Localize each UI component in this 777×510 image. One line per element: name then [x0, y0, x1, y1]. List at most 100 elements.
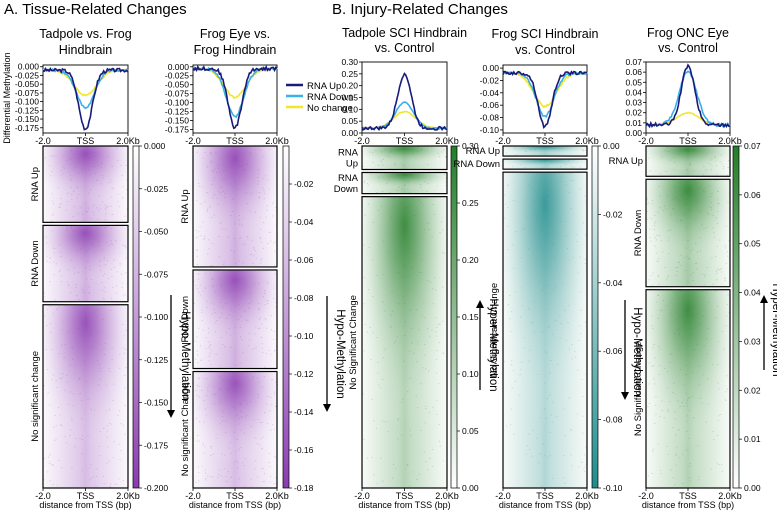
y-tick-label: 0.20 — [341, 81, 358, 91]
panel-title-line: Tadpole SCI Hindbrain — [342, 26, 467, 40]
section-b-title: B. Injury-Related Changes — [332, 1, 508, 18]
direction-arrow-head — [621, 392, 629, 400]
x-tick-label: TSS — [536, 491, 554, 501]
heatmap-texture — [503, 172, 587, 487]
colorbar-tick-label: 0.02 — [744, 385, 761, 395]
legend-label-rna-down: RNA Down — [307, 92, 353, 103]
heatmap-block-frame — [192, 145, 278, 268]
heatmap-texture — [193, 269, 278, 369]
x-tick-label: 2.0Kb — [575, 136, 599, 146]
panel-title-line: Frog SCI Hindbrain — [492, 27, 599, 41]
series-line-rna-down — [361, 101, 448, 130]
y-tick-label: 0.00 — [341, 128, 358, 138]
panel-title-line: Frog ONC Eye — [647, 26, 729, 40]
y-tick-label: -0.050 — [15, 79, 39, 89]
colorbar-tick-label: 0.30 — [462, 141, 479, 151]
y-tick-label: 0.01 — [625, 118, 642, 128]
series-line-no-change — [192, 67, 278, 99]
heatmap-block-frame — [502, 158, 588, 170]
heatmap-group-label: RNA Down — [454, 159, 500, 170]
y-tick-label: 0.07 — [625, 57, 642, 67]
y-tick-label: 0.25 — [341, 69, 358, 79]
x-tick-label: -2.0 — [35, 491, 51, 501]
colorbar — [132, 145, 140, 489]
colorbar-tick-label: -0.06 — [603, 346, 623, 356]
y-tick-label: -0.050 — [165, 80, 189, 90]
series-line-rna-down — [42, 67, 129, 110]
colorbar-tick-label: 0.000 — [144, 141, 166, 151]
series-line-rna-down — [502, 70, 588, 119]
y-tick-label: -0.06 — [480, 100, 500, 110]
x-axis-label: distance from TSS (bp) — [499, 500, 591, 510]
colorbar-tick-label: -0.025 — [144, 184, 168, 194]
heatmap-group-label: RNA Down — [180, 296, 191, 342]
colorbar — [591, 145, 599, 489]
heatmap-signal-peak — [362, 172, 447, 194]
series-line-no-change — [361, 110, 448, 130]
heatmap-texture — [363, 173, 448, 194]
colorbar-tick-label: -0.075 — [144, 269, 168, 279]
heatmap-signal-peak — [193, 269, 277, 369]
y-tick-label: -0.125 — [165, 107, 189, 117]
heatmap-signal-peak — [43, 146, 128, 223]
heatmap-group-label: RNA — [338, 173, 359, 184]
x-tick-label: -2.0 — [638, 136, 654, 146]
colorbar-tick-label: -0.050 — [144, 227, 168, 237]
heatmap-texture — [646, 179, 731, 287]
colorbar-tick-label: -0.175 — [144, 440, 168, 450]
heatmap-group-label: RNA Down — [30, 240, 41, 286]
y-tick-label: 0.03 — [625, 98, 642, 108]
y-tick-label: 0.05 — [625, 77, 642, 87]
heatmap-signal-peak — [646, 146, 730, 177]
heatmap-signal-peak — [193, 146, 277, 267]
direction-arrow-label: Hypo-Methylation — [179, 311, 191, 400]
heatmap-group-label: No Significant Change — [633, 342, 644, 437]
x-tick-label: TSS — [226, 136, 244, 146]
heatmap-signal-peak — [646, 179, 730, 287]
colorbar-tick-label: -0.100 — [144, 312, 168, 322]
colorbar-tick-label: 0.05 — [744, 239, 761, 249]
x-tick-label: 2.0Kb — [265, 136, 289, 146]
x-tick-label: TSS — [77, 491, 95, 501]
direction-arrow-head — [476, 300, 484, 308]
x-axis-label: distance from TSS (bp) — [189, 500, 281, 510]
profile-plot-frame — [645, 61, 731, 134]
colorbar-tick-label: -0.08 — [294, 293, 314, 303]
heatmap-texture — [43, 304, 129, 488]
x-tick-label: 2.0Kb — [575, 491, 599, 501]
heatmap-block-frame — [645, 145, 731, 177]
y-tick-label: -0.100 — [15, 97, 39, 107]
series-line-no-change — [502, 71, 588, 109]
colorbar-tick-label: -0.04 — [603, 278, 623, 288]
panel-1: Tadpole vs. FrogHindbrain0.000-0.025-0.0… — [15, 27, 191, 510]
heatmap-signal-peak — [362, 196, 447, 488]
colorbar-tick-label: 0.04 — [744, 288, 761, 298]
heatmap-group-label: No significant Change — [180, 383, 191, 476]
colorbar-tick-label: 0.06 — [744, 190, 761, 200]
direction-arrow-label: Hypo-Methylation — [631, 307, 643, 396]
y-tick-label: -0.125 — [15, 105, 39, 115]
y-tick-label: -0.08 — [480, 113, 500, 123]
x-tick-label: 2.0Kb — [718, 491, 742, 501]
panel-title-line: Frog Eye vs. — [200, 27, 270, 41]
colorbar-tick-label: -0.16 — [294, 445, 314, 455]
y-tick-label: 0.00 — [482, 63, 499, 73]
series-line-rna-up — [192, 64, 278, 130]
heatmap-signal-peak — [193, 371, 277, 488]
heatmap-block-frame — [502, 145, 588, 157]
colorbar — [732, 145, 740, 489]
y-tick-label: 0.04 — [625, 87, 642, 97]
colorbar-tick-label: 0.00 — [603, 141, 620, 151]
heatmap-signal-peak — [503, 172, 587, 488]
x-tick-label: -2.0 — [495, 136, 511, 146]
colorbar-tick-label: -0.125 — [144, 355, 168, 365]
section-a-title: A. Tissue-Related Changes — [4, 1, 187, 18]
panel-title-line: Tadpole vs. Frog — [39, 27, 131, 41]
heatmap-group-label: RNA Up — [30, 167, 41, 201]
panel-title-line: vs. Control — [658, 41, 718, 55]
x-tick-label: TSS — [679, 136, 697, 146]
colorbar-tick-label: -0.08 — [603, 415, 623, 425]
series-line-rna-up — [361, 72, 448, 132]
heatmap-signal-peak — [43, 304, 128, 488]
